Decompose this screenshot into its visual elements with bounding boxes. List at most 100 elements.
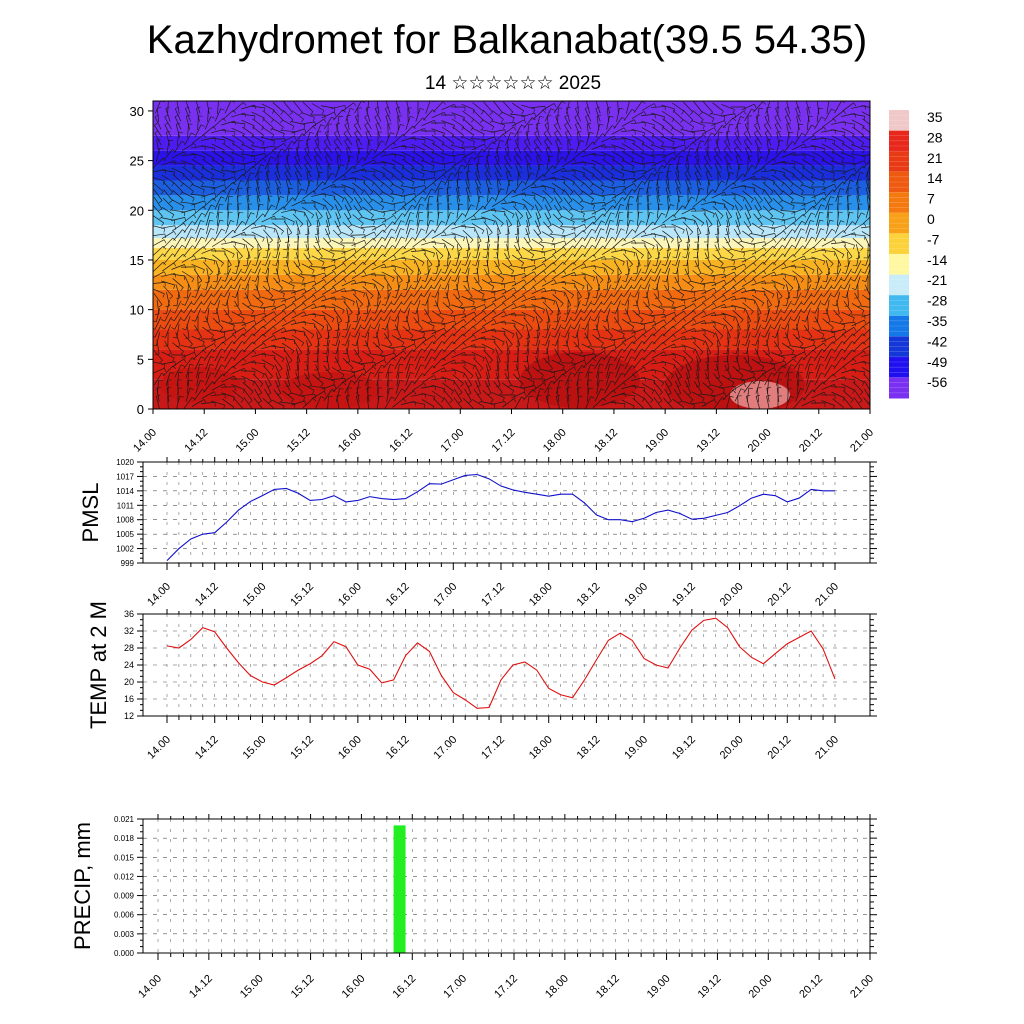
wind-barb: [361, 159, 375, 167]
wind-barb-flag: [362, 365, 365, 370]
wind-barb: [326, 332, 330, 346]
wind-barb: [502, 189, 514, 201]
wind-barb: [674, 180, 682, 194]
wind-barb: [581, 167, 595, 175]
wind-barb-flag: [332, 336, 337, 339]
wind-barb-flag: [273, 326, 277, 330]
wind-barb-flag: [649, 312, 653, 316]
wind-barb: [427, 211, 429, 227]
wind-barb-flag: [295, 265, 300, 268]
wind-barb: [323, 365, 333, 377]
wind-barb-flag: [420, 364, 425, 367]
wind-barb-flag: [720, 263, 724, 267]
wind-barb: [832, 230, 844, 240]
wind-barb-flag: [631, 158, 635, 163]
wind-barb-flag: [165, 305, 170, 307]
wind-barb-flag: [796, 289, 801, 292]
wind-barb-flag: [364, 368, 367, 373]
wind-barb: [225, 292, 231, 306]
wind-barb-flag: [693, 303, 697, 308]
wind-barb-flag: [456, 195, 461, 197]
wind-barb: [623, 365, 633, 377]
wind-barb: [294, 156, 302, 170]
wind-barb-flag: [539, 320, 543, 324]
wind-barb: [421, 150, 435, 160]
wind-barb-flag: [243, 102, 247, 106]
wind-barb: [335, 124, 341, 138]
wind-barb-flag: [823, 342, 827, 347]
wind-barb: [752, 254, 764, 264]
wind-barb: [793, 301, 803, 313]
wind-barb: [387, 371, 389, 387]
wind-barb: [431, 377, 445, 381]
wind-barb: [721, 271, 735, 279]
wind-barb: [413, 373, 423, 385]
wind-barb-flag: [754, 104, 757, 108]
wind-barb: [216, 204, 220, 218]
wind-barb: [252, 126, 264, 136]
wind-barb-flag: [505, 233, 510, 235]
wind-barb: [525, 228, 531, 242]
wind-barb: [235, 284, 241, 298]
wind-barb: [475, 196, 481, 210]
wind-barb: [196, 364, 200, 378]
wind-barb: [193, 301, 203, 313]
wind-barb: [265, 188, 271, 202]
wind-barb-flag: [800, 343, 804, 347]
wind-barb-flag: [833, 140, 836, 145]
wind-barb: [211, 137, 225, 141]
wind-barb: [421, 375, 435, 383]
wind-barb: [316, 172, 320, 186]
wind-barb: [644, 268, 652, 282]
wind-barb-flag: [169, 139, 174, 142]
wind-barb: [852, 326, 864, 336]
wind-barb: [344, 196, 352, 210]
wind-barb: [153, 196, 163, 210]
wind-barb-flag: [333, 287, 337, 291]
wind-barb-flag: [232, 181, 237, 186]
wind-barb: [714, 244, 722, 258]
wind-barb-flag: [728, 216, 732, 220]
wind-barb-flag: [699, 112, 703, 116]
wind-barb: [652, 342, 664, 352]
wind-barb: [825, 220, 831, 234]
wind-barb: [307, 235, 309, 251]
wind-barb: [265, 260, 271, 274]
wind-barb-flag: [381, 206, 385, 211]
wind-barb: [311, 279, 325, 287]
wind-barb-flag: [793, 222, 797, 226]
wind-barb-flag: [778, 352, 782, 356]
wind-barb: [786, 132, 790, 146]
wind-barb: [672, 358, 684, 368]
wind-barb: [773, 340, 783, 354]
wind-barb: [861, 361, 870, 364]
wind-barb: [651, 159, 665, 167]
wind-barb-flag: [411, 204, 416, 208]
wind-barb-flag: [652, 221, 656, 225]
wind-barb: [676, 188, 680, 202]
wind-barb-flag: [492, 141, 496, 145]
wind-barb-flag: [519, 383, 524, 388]
wind-barb-flag: [159, 216, 163, 220]
wind-barb: [453, 237, 463, 249]
wind-barb: [491, 288, 505, 294]
wind-barb-flag: [456, 179, 461, 181]
wind-barb: [172, 278, 184, 288]
wind-barb-flag: [262, 325, 267, 330]
wind-barb-flag: [512, 117, 515, 122]
wind-barb-flag: [751, 108, 756, 112]
wind-barb: [242, 222, 254, 232]
wind-barb: [711, 201, 725, 205]
wind-barb-flag: [374, 114, 379, 118]
wind-barb-flag: [641, 180, 646, 184]
wind-barb: [811, 166, 825, 176]
wind-barb-flag: [639, 187, 644, 190]
wind-barb: [281, 215, 295, 223]
wind-barb: [215, 260, 221, 274]
wind-barb: [356, 308, 360, 322]
wind-barb: [843, 341, 853, 353]
wind-barb-flag: [161, 372, 166, 376]
wind-barb-flag: [826, 321, 831, 324]
wind-barb: [633, 348, 643, 362]
wind-barb: [374, 300, 382, 314]
